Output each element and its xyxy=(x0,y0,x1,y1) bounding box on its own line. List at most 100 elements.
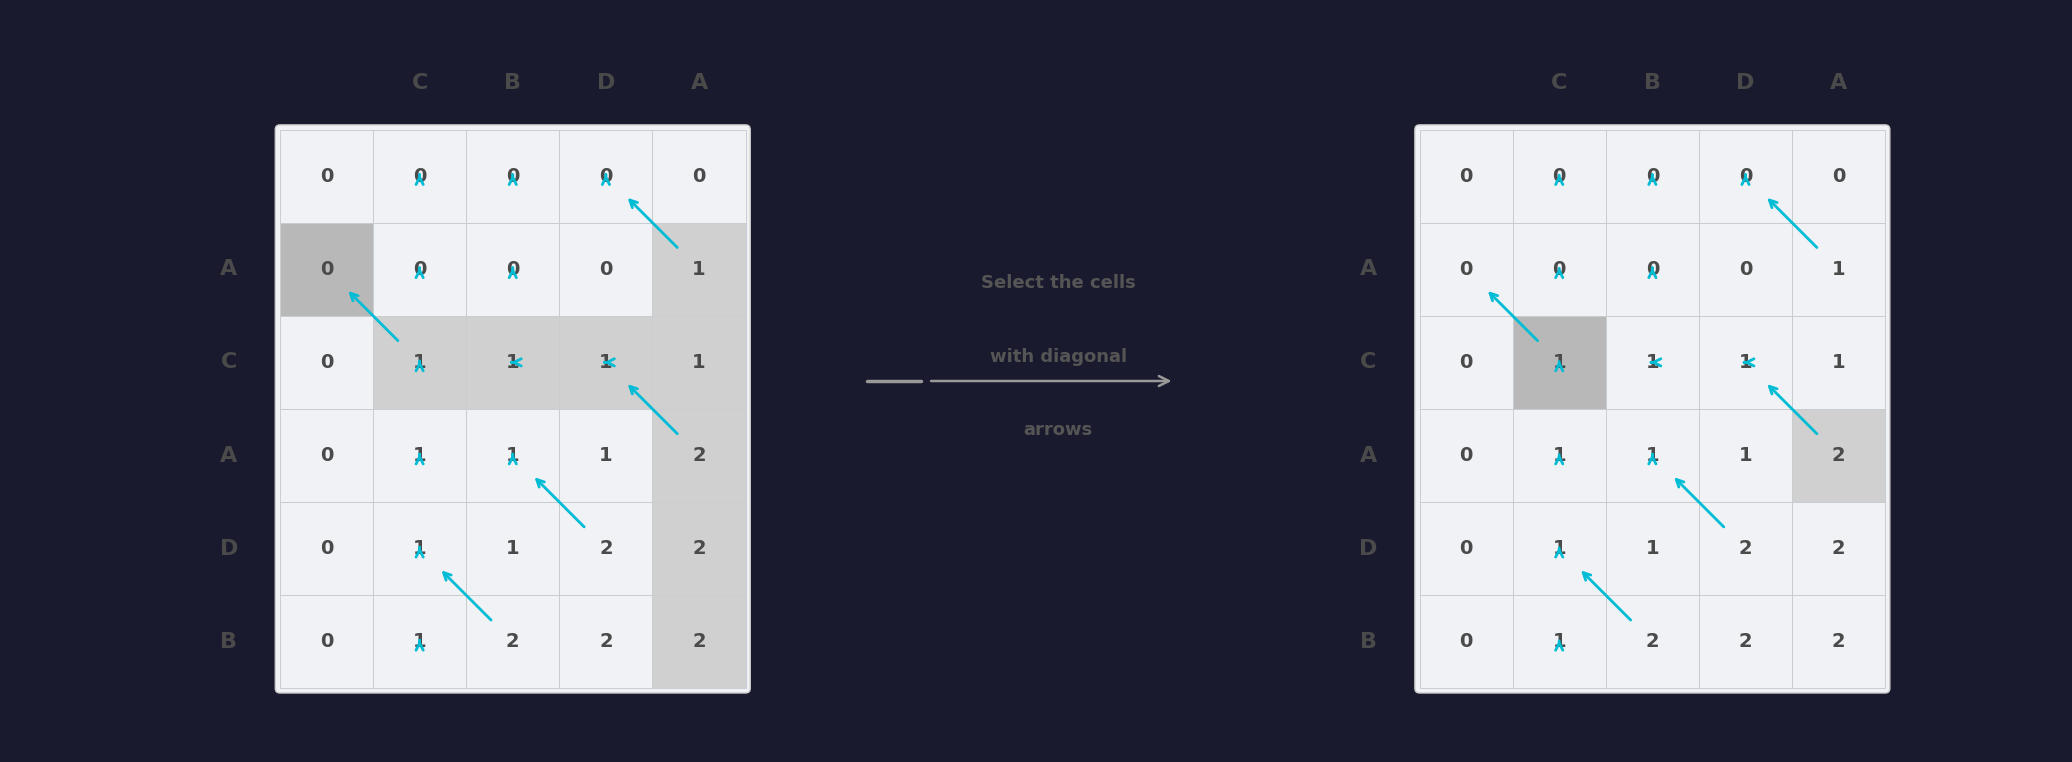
Text: 1: 1 xyxy=(1552,632,1566,652)
Text: arrows: arrows xyxy=(1024,421,1092,439)
Bar xyxy=(373,595,466,688)
Text: 0: 0 xyxy=(1738,167,1753,186)
Bar xyxy=(1699,130,1792,223)
Bar xyxy=(1419,315,1513,409)
Bar xyxy=(1606,130,1699,223)
Bar xyxy=(280,315,373,409)
Bar xyxy=(373,409,466,502)
FancyBboxPatch shape xyxy=(276,125,750,693)
Bar xyxy=(1419,409,1513,502)
Bar xyxy=(1792,595,1886,688)
Text: 2: 2 xyxy=(599,632,613,652)
Text: 2: 2 xyxy=(1738,539,1753,558)
Text: 1: 1 xyxy=(599,446,613,465)
Text: 1: 1 xyxy=(599,353,613,372)
Text: D: D xyxy=(1736,73,1755,93)
Text: 1: 1 xyxy=(692,260,707,279)
Bar xyxy=(1699,502,1792,595)
Text: 0: 0 xyxy=(1459,632,1473,652)
Text: C: C xyxy=(1359,352,1376,373)
Bar xyxy=(1419,502,1513,595)
Text: 1: 1 xyxy=(1645,353,1660,372)
Text: 1: 1 xyxy=(1832,260,1846,279)
Text: 0: 0 xyxy=(1552,260,1566,279)
Bar xyxy=(1606,502,1699,595)
Text: 0: 0 xyxy=(1645,260,1660,279)
Text: 0: 0 xyxy=(1459,446,1473,465)
Text: C: C xyxy=(412,73,427,93)
Bar xyxy=(559,315,653,409)
Text: 1: 1 xyxy=(412,632,427,652)
Text: 0: 0 xyxy=(1645,167,1660,186)
Bar xyxy=(1606,595,1699,688)
Bar xyxy=(466,502,559,595)
Text: 1: 1 xyxy=(506,353,520,372)
Text: 1: 1 xyxy=(1645,539,1660,558)
Text: 0: 0 xyxy=(1738,260,1753,279)
Bar xyxy=(280,595,373,688)
Text: 0: 0 xyxy=(412,260,427,279)
Text: A: A xyxy=(1359,446,1378,466)
Text: 2: 2 xyxy=(692,632,707,652)
Text: 1: 1 xyxy=(412,353,427,372)
Bar xyxy=(466,595,559,688)
Text: 1: 1 xyxy=(1552,446,1566,465)
Text: B: B xyxy=(220,632,236,652)
Bar xyxy=(280,130,373,223)
Text: 0: 0 xyxy=(319,260,334,279)
Text: 0: 0 xyxy=(599,260,613,279)
Bar xyxy=(373,315,466,409)
Text: 0: 0 xyxy=(319,167,334,186)
FancyBboxPatch shape xyxy=(1415,125,1890,693)
Bar xyxy=(1792,223,1886,315)
Text: 0: 0 xyxy=(319,539,334,558)
Bar xyxy=(280,409,373,502)
Bar xyxy=(280,223,373,315)
Text: 1: 1 xyxy=(1738,446,1753,465)
Text: 1: 1 xyxy=(1552,353,1566,372)
Bar xyxy=(1513,223,1606,315)
Text: with diagonal: with diagonal xyxy=(990,347,1127,366)
Text: 2: 2 xyxy=(506,632,520,652)
Text: 0: 0 xyxy=(1832,167,1846,186)
Text: A: A xyxy=(690,73,709,93)
Text: 2: 2 xyxy=(599,539,613,558)
Text: 1: 1 xyxy=(1832,353,1846,372)
Bar xyxy=(466,130,559,223)
Bar xyxy=(1513,409,1606,502)
Bar xyxy=(373,130,466,223)
Text: 0: 0 xyxy=(506,167,520,186)
Text: 0: 0 xyxy=(1552,167,1566,186)
Bar xyxy=(559,595,653,688)
Bar xyxy=(1419,223,1513,315)
Bar xyxy=(559,409,653,502)
Bar xyxy=(1792,502,1886,595)
Bar xyxy=(1699,223,1792,315)
Text: 0: 0 xyxy=(1459,260,1473,279)
Text: 1: 1 xyxy=(506,446,520,465)
Bar xyxy=(559,130,653,223)
Text: B: B xyxy=(1643,73,1662,93)
Text: 0: 0 xyxy=(506,260,520,279)
Bar xyxy=(280,502,373,595)
Text: 0: 0 xyxy=(319,353,334,372)
Text: 0: 0 xyxy=(1459,539,1473,558)
Text: 0: 0 xyxy=(692,167,707,186)
Bar xyxy=(373,223,466,315)
Bar xyxy=(373,502,466,595)
Text: 2: 2 xyxy=(1832,539,1846,558)
Bar xyxy=(1513,315,1606,409)
Text: 0: 0 xyxy=(599,167,613,186)
Bar xyxy=(466,409,559,502)
Text: D: D xyxy=(1359,539,1378,559)
Text: A: A xyxy=(220,259,238,279)
Text: 1: 1 xyxy=(1552,539,1566,558)
Bar xyxy=(1513,502,1606,595)
Text: D: D xyxy=(220,539,238,559)
Bar xyxy=(1792,409,1886,502)
Bar xyxy=(1699,315,1792,409)
Bar xyxy=(1792,315,1886,409)
Text: Select the cells: Select the cells xyxy=(980,274,1135,293)
Text: 0: 0 xyxy=(1459,353,1473,372)
Text: 1: 1 xyxy=(412,446,427,465)
